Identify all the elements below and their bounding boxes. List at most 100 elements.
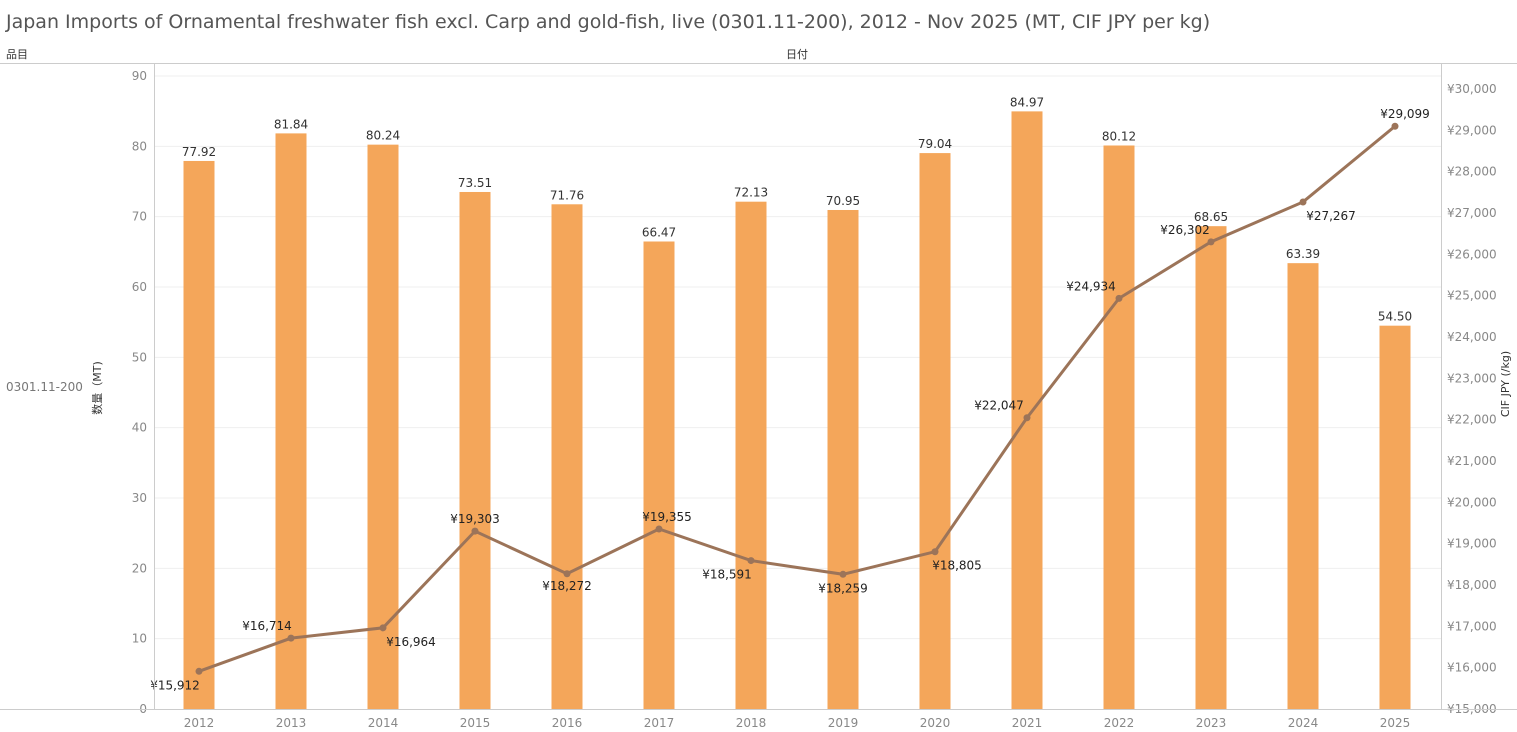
x-tick-label: 2016 <box>552 716 583 730</box>
bar-value-label: 66.47 <box>642 225 676 239</box>
y2-axis-label: CIF JPY (/kg) <box>1499 351 1512 417</box>
price-label: ¥16,714 <box>242 619 292 633</box>
bar <box>1195 226 1227 709</box>
y2-tick-label: ¥25,000 <box>1447 289 1497 303</box>
bar <box>1287 263 1319 709</box>
price-label: ¥18,805 <box>932 559 982 573</box>
y2-tick-label: ¥26,000 <box>1447 247 1497 261</box>
price-label: ¥15,912 <box>150 678 200 692</box>
price-point <box>1115 294 1123 302</box>
bar-value-label: 80.24 <box>366 129 400 143</box>
price-label: ¥19,355 <box>642 510 692 524</box>
y-tick-label: 10 <box>132 632 147 646</box>
bar <box>1379 325 1411 709</box>
price-point <box>287 634 295 642</box>
bar-value-label: 71.76 <box>550 188 584 202</box>
bar <box>919 153 951 709</box>
bar <box>643 241 675 710</box>
bar <box>827 209 859 710</box>
x-tick-label: 2013 <box>276 716 307 730</box>
row-header-label: 品目 <box>6 48 28 61</box>
y-tick-label: 90 <box>132 69 147 83</box>
bar-value-label: 73.51 <box>458 176 492 190</box>
price-point <box>931 548 939 556</box>
y2-tick-label: ¥20,000 <box>1447 495 1497 509</box>
x-tick-label: 2020 <box>920 716 951 730</box>
bar-value-label: 79.04 <box>918 137 952 151</box>
price-label: ¥18,259 <box>818 581 868 595</box>
x-tick-label: 2021 <box>1012 716 1043 730</box>
x-tick-label: 2023 <box>1196 716 1227 730</box>
bar <box>1103 145 1135 710</box>
y2-tick-label: ¥16,000 <box>1447 661 1497 675</box>
chart-title: Japan Imports of Ornamental freshwater f… <box>5 11 1210 33</box>
y2-tick-label: ¥19,000 <box>1447 537 1497 551</box>
x-tick-label: 2018 <box>736 716 767 730</box>
price-label: ¥24,934 <box>1066 279 1116 293</box>
bar-value-label: 81.84 <box>274 117 308 131</box>
bar-value-label: 70.95 <box>826 194 860 208</box>
price-point <box>839 570 847 578</box>
price-point <box>655 525 663 533</box>
bar-value-label: 80.12 <box>1102 129 1136 143</box>
price-label: ¥18,591 <box>702 568 752 582</box>
bar-value-label: 72.13 <box>734 186 768 200</box>
x-tick-label: 2017 <box>644 716 675 730</box>
y2-tick-label: ¥22,000 <box>1447 413 1497 427</box>
price-point <box>563 570 571 578</box>
bar-value-label: 54.50 <box>1378 310 1412 324</box>
price-point <box>379 624 387 632</box>
y-tick-label: 50 <box>132 350 147 364</box>
y-tick-label: 80 <box>132 139 147 153</box>
bar <box>275 133 307 710</box>
y-tick-label: 40 <box>132 421 147 435</box>
x-tick-label: 2024 <box>1288 716 1319 730</box>
price-label: ¥16,964 <box>386 635 436 649</box>
price-point <box>1207 238 1215 246</box>
y2-tick-label: ¥30,000 <box>1447 82 1497 96</box>
price-point <box>747 557 755 565</box>
price-point <box>1023 414 1031 422</box>
y2-tick-label: ¥28,000 <box>1447 165 1497 179</box>
y-tick-label: 20 <box>132 561 147 575</box>
x-tick-label: 2019 <box>828 716 859 730</box>
y2-tick-label: ¥18,000 <box>1447 578 1497 592</box>
price-label: ¥19,303 <box>450 512 500 526</box>
price-point <box>195 667 203 675</box>
price-label: ¥22,047 <box>974 399 1024 413</box>
price-label: ¥29,099 <box>1380 107 1430 121</box>
y2-tick-label: ¥23,000 <box>1447 371 1497 385</box>
column-header-label: 日付 <box>786 48 808 61</box>
y2-tick-label: ¥17,000 <box>1447 619 1497 633</box>
y-tick-label: 70 <box>132 210 147 224</box>
row-value: 0301.11-200 <box>6 380 83 394</box>
price-point <box>471 527 479 535</box>
x-tick-label: 2022 <box>1104 716 1135 730</box>
y-tick-label: 60 <box>132 280 147 294</box>
price-label: ¥27,267 <box>1306 209 1356 223</box>
y2-tick-label: ¥29,000 <box>1447 123 1497 137</box>
x-tick-label: 2015 <box>460 716 491 730</box>
y2-tick-label: ¥21,000 <box>1447 454 1497 468</box>
bar-value-label: 84.97 <box>1010 95 1044 109</box>
price-point <box>1391 122 1399 130</box>
bar-value-label: 77.92 <box>182 145 216 159</box>
price-label: ¥18,272 <box>542 579 592 593</box>
bar <box>183 160 215 710</box>
bar <box>551 204 583 709</box>
price-label: ¥26,302 <box>1160 223 1210 237</box>
price-line <box>198 125 1396 673</box>
y-axis-label: 数量（MT) <box>91 361 104 415</box>
bar <box>735 201 767 709</box>
bar <box>459 191 491 709</box>
y2-tick-label: ¥24,000 <box>1447 330 1497 344</box>
y2-tick-label: ¥27,000 <box>1447 206 1497 220</box>
x-tick-label: 2025 <box>1380 716 1411 730</box>
x-tick-label: 2012 <box>184 716 215 730</box>
price-point <box>1299 198 1307 206</box>
y-tick-label: 30 <box>132 491 147 505</box>
bar-value-label: 68.65 <box>1194 210 1228 224</box>
x-tick-label: 2014 <box>368 716 399 730</box>
